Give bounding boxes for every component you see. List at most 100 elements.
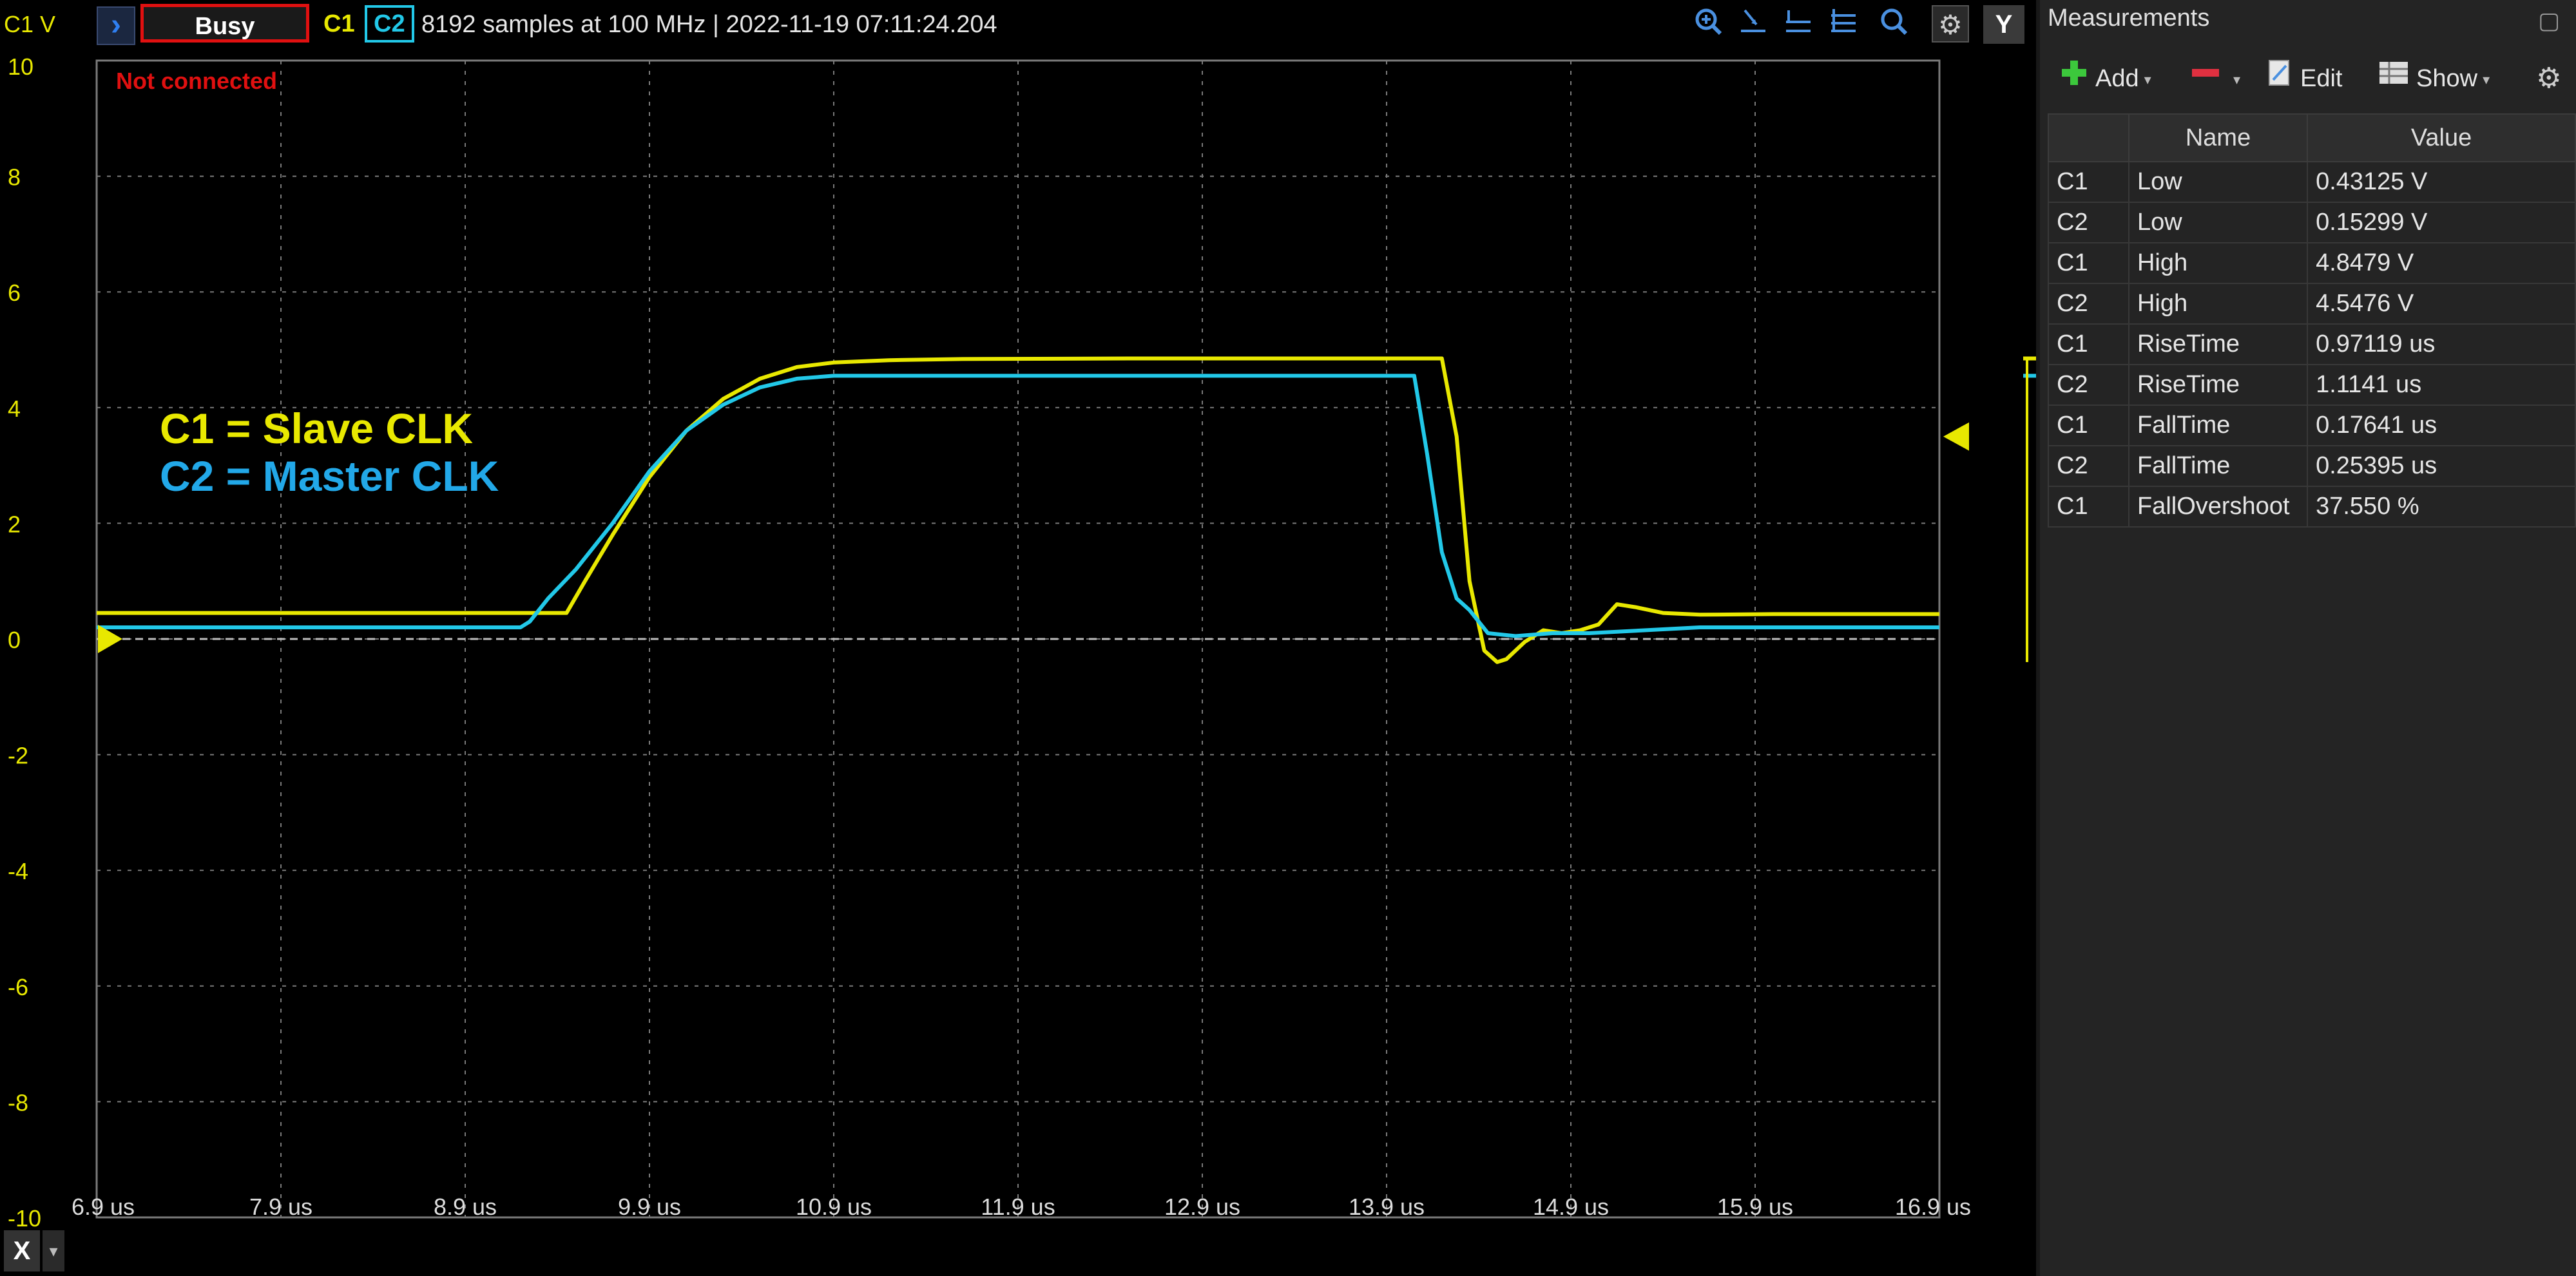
row-channel: C1 [2048, 324, 2129, 365]
table-row[interactable]: C2 FallTime 0.25395 us [2048, 446, 2576, 487]
y-tick-label: 10 [8, 53, 34, 80]
row-value: 1.1141 us [2307, 365, 2576, 406]
x-tick-label: 7.9 us [249, 1194, 312, 1220]
y-unit-label: C1 V [4, 11, 56, 37]
column-header-value[interactable]: Value [2307, 113, 2576, 162]
status-button[interactable]: Busy [140, 4, 309, 43]
x-tick-label: 8.9 us [434, 1194, 497, 1220]
cursor-c-icon[interactable] [1825, 5, 1862, 43]
row-name: Low [2128, 162, 2309, 203]
y-tick-label: -2 [8, 743, 28, 769]
ground-marker-icon[interactable] [98, 625, 122, 653]
y-tick-label: -8 [8, 1089, 28, 1116]
x-tick-label: 9.9 us [618, 1194, 681, 1220]
gear-icon[interactable]: ⚙ [1932, 5, 1969, 43]
y-tick-label: 0 [8, 627, 21, 653]
chevron-down-icon: ▾ [2144, 71, 2151, 88]
channel-1-button[interactable]: C1 [323, 10, 355, 37]
connection-status: Not connected [116, 68, 277, 94]
row-value: 0.97119 us [2307, 324, 2576, 365]
show-measurement-button[interactable]: Show ▾ [2378, 54, 2490, 103]
column-header-name[interactable]: Name [2128, 113, 2309, 162]
plot-grid [95, 59, 1941, 1219]
edit-label: Edit [2300, 65, 2343, 92]
cursor-a-icon[interactable] [1735, 5, 1772, 43]
y-tick-label: -6 [8, 974, 28, 1000]
gear-icon[interactable]: ⚙ [2536, 62, 2562, 94]
x-tick-label: 11.9 us [981, 1194, 1055, 1220]
x-tick-label: 16.9 us [1895, 1194, 1971, 1220]
row-name: High [2128, 243, 2309, 284]
row-channel: C2 [2048, 202, 2129, 243]
table-row[interactable]: C2 Low 0.15299 V [2048, 202, 2576, 243]
annotation-c2: C2 = Master CLK [160, 452, 499, 500]
acquisition-info: 8192 samples at 100 MHz | 2022-11-19 07:… [421, 11, 997, 38]
row-name: High [2128, 283, 2309, 325]
y-tick-labels: 10 8 6 4 2 0 -2 -4 -6 -8 -10 [8, 53, 41, 1228]
x-axis-dropdown-icon[interactable]: ▾ [43, 1230, 64, 1271]
zoom-in-icon[interactable] [1689, 5, 1727, 43]
edit-measurement-button[interactable]: Edit [2267, 54, 2342, 103]
x-tick-labels: 6.9 us 7.9 us 8.9 us 9.9 us 10.9 us 11.9 us 12… [72, 1194, 1971, 1220]
row-value: 4.5476 V [2307, 283, 2576, 325]
x-tick-label: 12.9 us [1164, 1194, 1240, 1220]
minus-icon [2189, 55, 2222, 104]
row-value: 37.550 % [2307, 486, 2576, 528]
channel-2-button[interactable]: C2 [365, 5, 414, 43]
y-tick-label: -4 [8, 858, 28, 884]
table-row[interactable]: C1 High 4.8479 V [2048, 243, 2576, 284]
run-arrow-icon[interactable]: › [97, 6, 135, 45]
waveform-plot[interactable]: 10 8 6 4 2 0 -2 -4 -6 -8 -10 6.9 us 7.9 us 8.9 us 9.9… [0, 49, 2036, 1228]
row-channel: C1 [2048, 162, 2129, 203]
row-value: 0.25395 us [2307, 446, 2576, 487]
y-axis-button[interactable]: Y [1983, 5, 2024, 44]
oscilloscope-view: C1 V › Busy C1 C2 8192 samples at 100 MH… [0, 0, 2036, 1271]
row-name: FallTime [2128, 446, 2309, 487]
edit-icon [2267, 55, 2294, 104]
row-value: 0.15299 V [2307, 202, 2576, 243]
row-name: FallTime [2128, 405, 2309, 446]
add-measurement-button[interactable]: Add ▾ [2059, 54, 2151, 103]
table-row[interactable]: C1 Low 0.43125 V [2048, 162, 2576, 203]
y-tick-label: 8 [8, 164, 21, 191]
table-row[interactable]: C2 RiseTime 1.1141 us [2048, 365, 2576, 406]
row-channel: C1 [2048, 486, 2129, 528]
row-channel: C1 [2048, 405, 2129, 446]
table-row[interactable]: C2 High 4.5476 V [2048, 283, 2576, 325]
table-row[interactable]: C1 FallTime 0.17641 us [2048, 405, 2576, 446]
show-label: Show [2416, 65, 2478, 92]
zoom-icon[interactable] [1875, 5, 1912, 43]
y-tick-label: 4 [8, 395, 21, 422]
x-tick-label: 6.9 us [72, 1194, 135, 1220]
x-tick-label: 15.9 us [1717, 1194, 1793, 1220]
table-row[interactable]: C1 RiseTime 0.97119 us [2048, 324, 2576, 365]
row-name: RiseTime [2128, 324, 2309, 365]
x-axis-button[interactable]: X [4, 1230, 40, 1271]
add-label: Add [2095, 65, 2139, 92]
table-icon [2378, 55, 2410, 104]
row-name: RiseTime [2128, 365, 2309, 406]
y-tick-label: -10 [8, 1205, 41, 1228]
plus-icon [2059, 55, 2089, 104]
trace-c2 [97, 374, 1939, 638]
remove-measurement-button[interactable]: ▾ [2189, 54, 2240, 103]
trace-c1 [97, 356, 1939, 664]
waveform-traces [97, 356, 1939, 664]
x-tick-label: 14.9 us [1533, 1194, 1609, 1220]
row-channel: C2 [2048, 365, 2129, 406]
trigger-level-marker-icon[interactable] [1943, 422, 1969, 451]
chevron-down-icon: ▾ [2483, 71, 2490, 88]
row-value: 0.43125 V [2307, 162, 2576, 203]
chevron-down-icon: ▾ [2233, 71, 2241, 88]
measurements-toolbar: Add ▾ ▾ Edit Show ▾ ⚙ [2040, 54, 2576, 103]
row-channel: C2 [2048, 446, 2129, 487]
scope-toolbar: C1 V › Busy C1 C2 8192 samples at 100 MH… [0, 0, 2036, 49]
cursor-b-icon[interactable] [1780, 5, 1817, 43]
row-value: 4.8479 V [2307, 243, 2576, 284]
panel-title: Measurements [2048, 5, 2210, 32]
y-tick-label: 2 [8, 511, 21, 537]
panel-close-icon[interactable]: ▢ [2537, 7, 2560, 33]
row-channel: C1 [2048, 243, 2129, 284]
table-row[interactable]: C1 FallOvershoot 37.550 % [2048, 486, 2576, 528]
